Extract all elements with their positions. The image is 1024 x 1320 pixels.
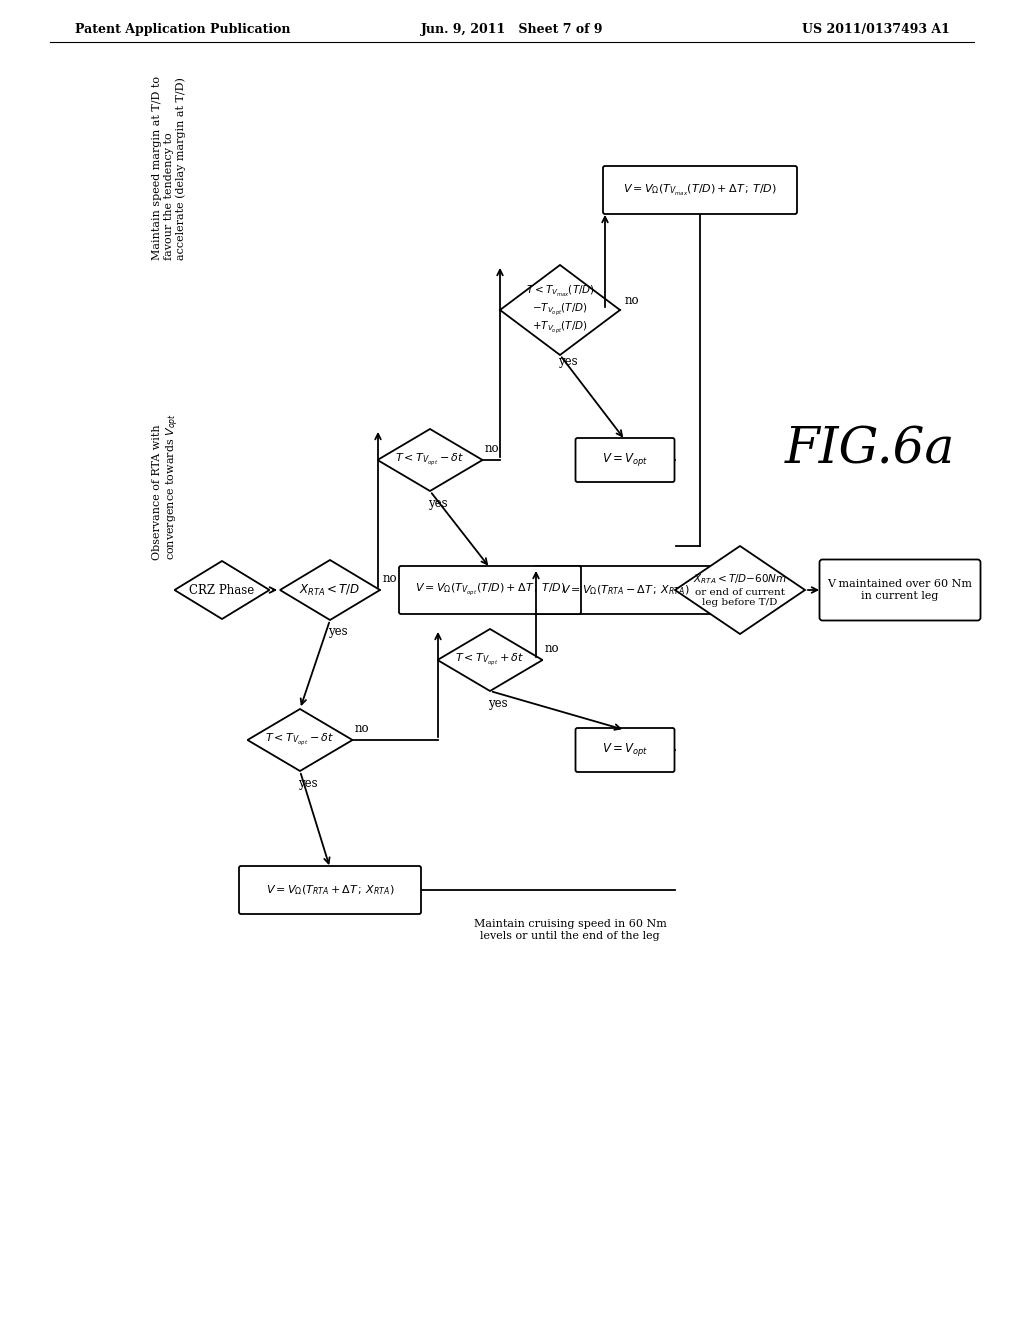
Text: US 2011/0137493 A1: US 2011/0137493 A1 (802, 24, 950, 37)
FancyBboxPatch shape (399, 566, 581, 614)
Text: no: no (545, 642, 559, 655)
Text: no: no (484, 441, 500, 454)
Text: $V=V_{\Omega}(T_{V_{opt}}(T/D)+\Delta T\,;\,T/D)$: $V=V_{\Omega}(T_{V_{opt}}(T/D)+\Delta T\… (415, 582, 565, 598)
Text: Observance of RTA with
convergence towards $V_{opt}$: Observance of RTA with convergence towar… (152, 413, 180, 560)
Polygon shape (437, 630, 543, 690)
Text: $V= V_{opt}$: $V= V_{opt}$ (602, 451, 648, 469)
Text: Maintain speed margin at T/D to
favour the tendency to
accelerate (delay margin : Maintain speed margin at T/D to favour t… (152, 77, 186, 260)
Text: FIG.6a: FIG.6a (784, 425, 955, 475)
Text: $T < T_{V_{opt}}-\delta t$: $T < T_{V_{opt}}-\delta t$ (395, 451, 465, 469)
Text: yes: yes (558, 355, 578, 368)
Text: $V= V_{opt}$: $V= V_{opt}$ (602, 742, 648, 759)
Text: no: no (383, 572, 397, 585)
Text: $X_{RTA} < T/D$: $X_{RTA} < T/D$ (299, 582, 360, 598)
Polygon shape (174, 561, 269, 619)
Polygon shape (675, 546, 805, 634)
Text: $T < T_{V_{opt}}+\delta t$: $T < T_{V_{opt}}+\delta t$ (456, 652, 524, 668)
FancyBboxPatch shape (819, 560, 981, 620)
Text: Jun. 9, 2011   Sheet 7 of 9: Jun. 9, 2011 Sheet 7 of 9 (421, 24, 603, 37)
Polygon shape (500, 265, 620, 355)
Polygon shape (378, 429, 482, 491)
Text: $V=V_{\Omega}(T_{RTA}+\Delta T\,;\,X_{RTA})$: $V=V_{\Omega}(T_{RTA}+\Delta T\,;\,X_{RT… (266, 883, 394, 896)
Text: yes: yes (328, 626, 348, 639)
FancyBboxPatch shape (534, 566, 716, 614)
FancyBboxPatch shape (575, 729, 675, 772)
FancyBboxPatch shape (603, 166, 797, 214)
Text: $V=V_{\Omega}(T_{RTA}-\Delta T\,;\,X_{RTA})$: $V=V_{\Omega}(T_{RTA}-\Delta T\,;\,X_{RT… (561, 583, 689, 597)
Text: Patent Application Publication: Patent Application Publication (75, 24, 291, 37)
FancyBboxPatch shape (575, 438, 675, 482)
Text: CRZ Phase: CRZ Phase (189, 583, 255, 597)
Text: $X_{RTA} < T/D{-}60Nm$
or end of current
leg before T/D: $X_{RTA} < T/D{-}60Nm$ or end of current… (693, 573, 787, 607)
Text: yes: yes (298, 777, 317, 791)
Polygon shape (280, 560, 380, 620)
Text: no: no (354, 722, 370, 734)
Text: Maintain cruising speed in 60 Nm
levels or until the end of the leg: Maintain cruising speed in 60 Nm levels … (473, 919, 667, 941)
Polygon shape (248, 709, 352, 771)
Text: $T < T_{V_{opt}}-\delta t$: $T < T_{V_{opt}}-\delta t$ (265, 733, 335, 748)
FancyBboxPatch shape (239, 866, 421, 913)
Text: V maintained over 60 Nm
in current leg: V maintained over 60 Nm in current leg (827, 579, 973, 601)
Text: no: no (625, 293, 639, 306)
Text: $T < T_{V_{max}}(T/D)$
$-T_{V_{opt}}(T/D)$
$+T_{V_{opt}}(T/D)$: $T < T_{V_{max}}(T/D)$ $-T_{V_{opt}}(T/D… (525, 284, 595, 335)
Text: $V=V_{\Omega}(T_{V_{max}}(T/D)+\Delta T\,;\,T/D)$: $V=V_{\Omega}(T_{V_{max}}(T/D)+\Delta T\… (623, 182, 777, 198)
Text: yes: yes (488, 697, 508, 710)
Text: yes: yes (428, 498, 447, 511)
